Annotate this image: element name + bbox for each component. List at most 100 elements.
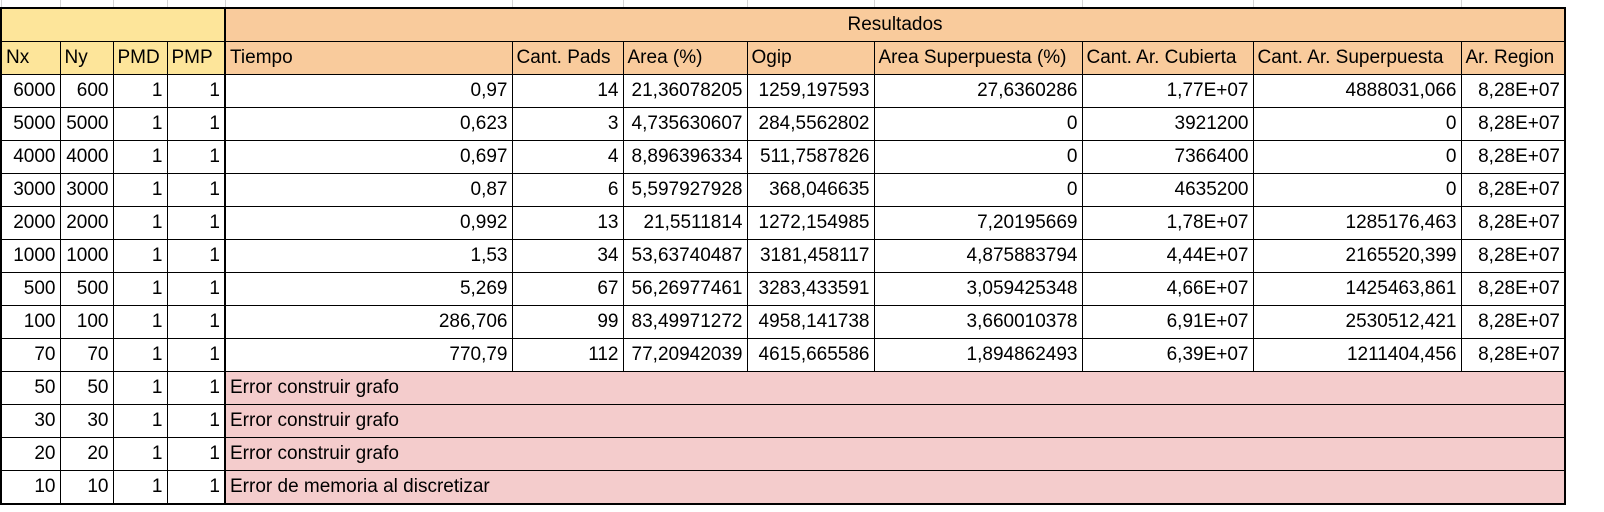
nx-cell[interactable]: 50 [0,371,60,405]
area-superpuesta-cell[interactable]: 1,894862493 [873,338,1082,372]
header-cant-ar-superpuesta[interactable]: Cant. Ar. Superpuesta [1252,41,1461,75]
pmp-cell[interactable]: 1 [166,338,225,372]
tiempo-cell[interactable]: 1,53 [224,239,512,273]
ny-cell[interactable]: 1000 [59,239,113,273]
cant-pads-cell[interactable]: 34 [511,239,623,273]
cant-pads-cell[interactable]: 112 [511,338,623,372]
header-tiempo[interactable]: Tiempo [224,41,512,75]
cant-pads-cell[interactable]: 14 [511,74,623,108]
nx-cell[interactable]: 30 [0,404,60,438]
empty-cell[interactable] [1081,0,1253,8]
cant-ar-cubierta-cell[interactable]: 4635200 [1081,173,1253,207]
ar-region-cell[interactable]: 8,28E+07 [1460,74,1566,108]
header-pmp[interactable]: PMP [166,41,225,75]
cant-pads-cell[interactable]: 13 [511,206,623,240]
pmp-cell[interactable]: 1 [166,239,225,273]
pmp-cell[interactable]: 1 [166,206,225,240]
area-superpuesta-cell[interactable]: 7,20195669 [873,206,1082,240]
header-area-superpuesta[interactable]: Area Superpuesta (%) [873,41,1082,75]
pmp-cell[interactable]: 1 [166,107,225,141]
ogip-cell[interactable]: 1259,197593 [746,74,874,108]
empty-cell[interactable] [59,0,113,8]
ny-cell[interactable]: 4000 [59,140,113,174]
blank-header-cell[interactable] [0,7,225,42]
tiempo-cell[interactable]: 5,269 [224,272,512,306]
pmd-cell[interactable]: 1 [112,338,167,372]
pmp-cell[interactable]: 1 [166,404,225,438]
results-title-cell[interactable]: Resultados [224,7,1566,42]
cant-pads-cell[interactable]: 6 [511,173,623,207]
ny-cell[interactable]: 600 [59,74,113,108]
nx-cell[interactable]: 20 [0,437,60,471]
ogip-cell[interactable]: 368,046635 [746,173,874,207]
pmp-cell[interactable]: 1 [166,173,225,207]
cant-ar-superpuesta-cell[interactable]: 1425463,861 [1252,272,1461,306]
area-cell[interactable]: 5,597927928 [622,173,747,207]
cant-ar-superpuesta-cell[interactable]: 1211404,456 [1252,338,1461,372]
ny-cell[interactable]: 50 [59,371,113,405]
ogip-cell[interactable]: 3283,433591 [746,272,874,306]
ogip-cell[interactable]: 1272,154985 [746,206,874,240]
cant-ar-cubierta-cell[interactable]: 1,77E+07 [1081,74,1253,108]
error-message-cell[interactable]: Error construir grafo [224,404,1566,438]
cant-pads-cell[interactable]: 67 [511,272,623,306]
tiempo-cell[interactable]: 286,706 [224,305,512,339]
empty-cell[interactable] [746,0,874,8]
pmd-cell[interactable]: 1 [112,272,167,306]
ny-cell[interactable]: 10 [59,470,113,505]
pmp-cell[interactable]: 1 [166,272,225,306]
pmd-cell[interactable]: 1 [112,140,167,174]
ar-region-cell[interactable]: 8,28E+07 [1460,272,1566,306]
cant-ar-superpuesta-cell[interactable]: 0 [1252,173,1461,207]
area-superpuesta-cell[interactable]: 3,059425348 [873,272,1082,306]
error-message-cell[interactable]: Error construir grafo [224,437,1566,471]
ogip-cell[interactable]: 4615,665586 [746,338,874,372]
header-ar-region[interactable]: Ar. Region [1460,41,1566,75]
cant-pads-cell[interactable]: 3 [511,107,623,141]
area-cell[interactable]: 53,63740487 [622,239,747,273]
area-superpuesta-cell[interactable]: 0 [873,173,1082,207]
cant-ar-superpuesta-cell[interactable]: 2530512,421 [1252,305,1461,339]
area-cell[interactable]: 4,735630607 [622,107,747,141]
nx-cell[interactable]: 2000 [0,206,60,240]
ogip-cell[interactable]: 284,5562802 [746,107,874,141]
pmd-cell[interactable]: 1 [112,74,167,108]
ny-cell[interactable]: 500 [59,272,113,306]
cant-ar-cubierta-cell[interactable]: 1,78E+07 [1081,206,1253,240]
pmp-cell[interactable]: 1 [166,305,225,339]
cant-ar-cubierta-cell[interactable]: 6,39E+07 [1081,338,1253,372]
empty-cell[interactable] [224,0,512,8]
cant-pads-cell[interactable]: 99 [511,305,623,339]
ar-region-cell[interactable]: 8,28E+07 [1460,206,1566,240]
ogip-cell[interactable]: 4958,141738 [746,305,874,339]
area-superpuesta-cell[interactable]: 4,875883794 [873,239,1082,273]
pmd-cell[interactable]: 1 [112,206,167,240]
header-ogip[interactable]: Ogip [746,41,874,75]
cant-ar-cubierta-cell[interactable]: 3921200 [1081,107,1253,141]
ar-region-cell[interactable]: 8,28E+07 [1460,107,1566,141]
area-cell[interactable]: 8,896396334 [622,140,747,174]
area-superpuesta-cell[interactable]: 0 [873,140,1082,174]
tiempo-cell[interactable]: 0,97 [224,74,512,108]
nx-cell[interactable]: 10 [0,470,60,505]
ar-region-cell[interactable]: 8,28E+07 [1460,140,1566,174]
area-cell[interactable]: 77,20942039 [622,338,747,372]
pmd-cell[interactable]: 1 [112,305,167,339]
cant-ar-superpuesta-cell[interactable]: 0 [1252,107,1461,141]
header-cant-ar-cubierta[interactable]: Cant. Ar. Cubierta [1081,41,1253,75]
area-superpuesta-cell[interactable]: 0 [873,107,1082,141]
cant-ar-superpuesta-cell[interactable]: 2165520,399 [1252,239,1461,273]
ogip-cell[interactable]: 511,7587826 [746,140,874,174]
cant-ar-superpuesta-cell[interactable]: 0 [1252,140,1461,174]
ny-cell[interactable]: 2000 [59,206,113,240]
empty-cell[interactable] [0,0,60,8]
cant-ar-cubierta-cell[interactable]: 7366400 [1081,140,1253,174]
nx-cell[interactable]: 70 [0,338,60,372]
ny-cell[interactable]: 5000 [59,107,113,141]
empty-cell[interactable] [166,0,225,8]
error-message-cell[interactable]: Error construir grafo [224,371,1566,405]
tiempo-cell[interactable]: 0,87 [224,173,512,207]
ar-region-cell[interactable]: 8,28E+07 [1460,305,1566,339]
header-area[interactable]: Area (%) [622,41,747,75]
ny-cell[interactable]: 70 [59,338,113,372]
